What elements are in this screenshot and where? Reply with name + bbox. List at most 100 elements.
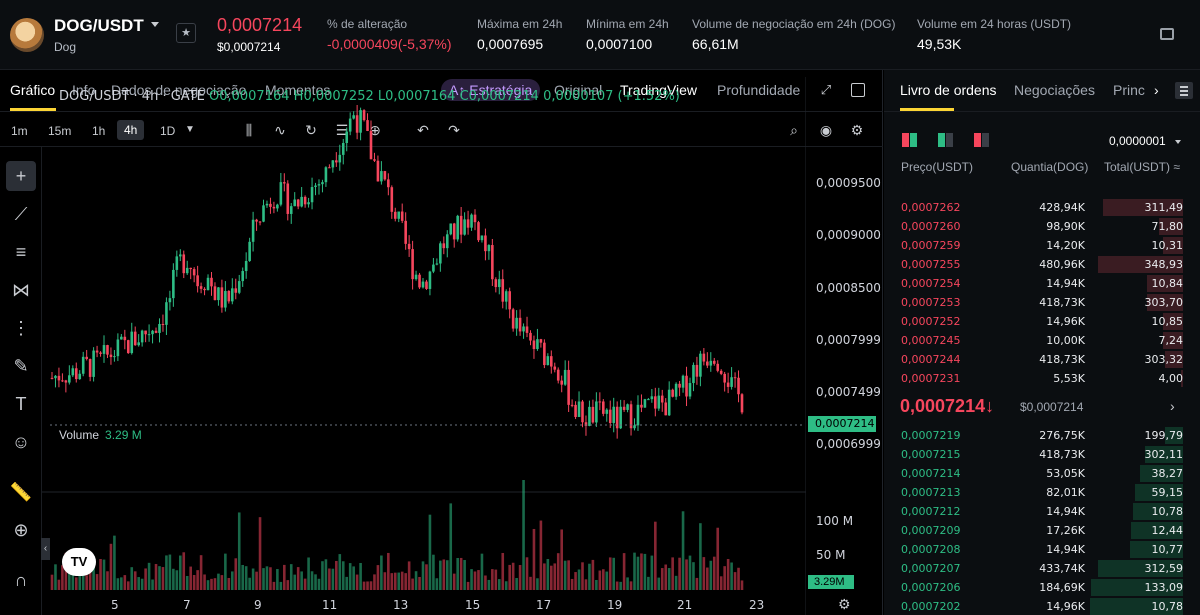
ai-strategy-button[interactable]: A↑ Estratégia xyxy=(441,79,541,101)
redo-icon[interactable]: ↷ xyxy=(448,122,460,138)
ask-row[interactable]: 0,0007260 98,90K 71,80 xyxy=(884,217,1200,236)
volume-bar xyxy=(175,570,179,590)
settings-gear-icon[interactable]: ⚙ xyxy=(850,122,864,138)
volume-bar xyxy=(723,566,726,590)
timeframe-dropdown-icon[interactable]: ▼ xyxy=(185,124,195,135)
emoji-icon[interactable]: ☺ xyxy=(11,432,31,452)
pair-selector[interactable]: DOG/USDT xyxy=(54,16,144,35)
depth-bar xyxy=(1163,237,1183,254)
ruler-icon[interactable]: 📏 xyxy=(9,482,33,502)
tab-order-book[interactable]: Livro de ordens xyxy=(900,82,997,98)
bid-row[interactable]: 0,0007207 433,74K 312,59 xyxy=(884,559,1200,578)
book-icon[interactable] xyxy=(1160,28,1174,40)
tab-momentos[interactable]: Momentos xyxy=(265,82,331,98)
volume-bar xyxy=(581,562,584,590)
ask-row[interactable]: 0,0007262 428,94K 311,49 xyxy=(884,198,1200,217)
tab-original[interactable]: Original xyxy=(554,82,603,98)
ask-row[interactable]: 0,0007259 14,20K 10,31 xyxy=(884,236,1200,255)
order-book: Livro de ordens Negociações Princ › 0,00… xyxy=(884,70,1200,615)
tab-principal[interactable]: Princ xyxy=(1113,82,1145,98)
candle-body xyxy=(335,160,338,163)
candle-body xyxy=(300,196,303,207)
volume-bar xyxy=(560,529,563,590)
favorite-star-icon[interactable]: ★ xyxy=(176,23,196,43)
crosshair-icon[interactable]: + xyxy=(6,161,36,191)
templates-icon[interactable]: ☰ xyxy=(335,122,349,138)
chevron-down-icon[interactable] xyxy=(1175,140,1181,144)
volume-bar xyxy=(588,563,591,590)
candle-body xyxy=(456,215,459,240)
ask-row[interactable]: 0,0007231 5,53K 4,00 xyxy=(884,369,1200,388)
menu-icon[interactable] xyxy=(1175,82,1193,99)
tradingview-logo[interactable]: TV xyxy=(62,548,96,576)
timeframe-1h[interactable]: 1h xyxy=(92,124,106,138)
volume-bar xyxy=(251,568,255,590)
tab-info[interactable]: Info xyxy=(72,82,96,98)
bid-row[interactable]: 0,0007208 14,94K 10,77 xyxy=(884,540,1200,559)
axis-settings-icon[interactable]: ⚙ xyxy=(838,596,851,612)
bid-row[interactable]: 0,0007215 418,73K 302,11 xyxy=(884,445,1200,464)
ask-row[interactable]: 0,0007255 480,96K 348,93 xyxy=(884,255,1200,274)
volume-bars xyxy=(50,480,744,590)
camera-icon[interactable]: ◉ xyxy=(819,122,833,138)
bid-row[interactable]: 0,0007202 14,96K 10,78 xyxy=(884,597,1200,615)
volume-bar xyxy=(355,574,359,590)
precision-select[interactable]: 0,0000001 xyxy=(1109,134,1166,148)
chevron-right-icon[interactable]: › xyxy=(1170,398,1175,414)
tab-tradingview[interactable]: TradingView xyxy=(620,82,698,98)
bid-row[interactable]: 0,0007212 14,94K 10,78 xyxy=(884,502,1200,521)
trendline-icon[interactable]: ⟋ xyxy=(14,204,28,224)
view-bids-icon[interactable] xyxy=(938,133,954,147)
expand-icon[interactable]: ⤢ xyxy=(820,82,832,97)
bid-row[interactable]: 0,0007213 82,01K 59,15 xyxy=(884,483,1200,502)
fib-icon[interactable]: ⋮ xyxy=(12,318,30,338)
volume-bar xyxy=(657,577,661,590)
indicators-icon[interactable]: ∿ xyxy=(274,122,286,138)
chevron-right-icon[interactable]: › xyxy=(1154,82,1159,98)
ohlc-change: 0,0000107 (+1.52%) xyxy=(543,89,680,104)
view-both-icon[interactable] xyxy=(902,133,918,147)
tab-trades[interactable]: Negociações xyxy=(1014,82,1095,98)
ask-row[interactable]: 0,0007245 10,00K 7,24 xyxy=(884,331,1200,350)
magnet-icon[interactable]: ∩ xyxy=(14,570,28,590)
candlestick-chart[interactable] xyxy=(42,77,806,615)
chevron-down-icon[interactable] xyxy=(151,22,159,27)
view-asks-icon[interactable] xyxy=(974,133,990,147)
ask-row[interactable]: 0,0007244 418,73K 303,32 xyxy=(884,350,1200,369)
tab-profundidade[interactable]: Profundidade xyxy=(717,82,801,98)
ask-row[interactable]: 0,0007254 14,94K 10,84 xyxy=(884,274,1200,293)
timeframe-15m[interactable]: 15m xyxy=(48,124,72,138)
depth-bar xyxy=(1181,370,1183,387)
candle-body xyxy=(643,399,647,408)
candle-body xyxy=(133,331,137,346)
timeframe-1d[interactable]: 1D xyxy=(160,124,176,138)
tab-grafico[interactable]: Gráfico xyxy=(10,82,56,98)
timeframe-4h[interactable]: 4h xyxy=(117,120,145,140)
collapse-toolbar-icon[interactable]: ‹ xyxy=(41,538,50,560)
volume-bar xyxy=(733,572,737,590)
bid-row[interactable]: 0,0007219 276,75K 199,79 xyxy=(884,426,1200,445)
bid-row[interactable]: 0,0007206 184,69K 133,09 xyxy=(884,578,1200,597)
ask-row[interactable]: 0,0007252 14,96K 10,85 xyxy=(884,312,1200,331)
bid-total: 10,78 xyxy=(1151,505,1184,518)
horizontal-lines-icon[interactable]: ≡ xyxy=(15,242,27,262)
candle-body xyxy=(532,340,536,349)
search-icon[interactable]: ⌕ xyxy=(790,122,798,138)
bid-row[interactable]: 0,0007214 53,05K 38,27 xyxy=(884,464,1200,483)
brush-icon[interactable]: ✎ xyxy=(13,356,29,376)
ask-row[interactable]: 0,0007253 418,73K 303,70 xyxy=(884,293,1200,312)
timeframe-1m[interactable]: 1m xyxy=(11,124,28,138)
volume-bar xyxy=(539,520,543,590)
bid-row[interactable]: 0,0007209 17,26K 12,44 xyxy=(884,521,1200,540)
undo-icon[interactable]: ↶ xyxy=(417,122,429,138)
tab-dados-negociacao[interactable]: Dados de negociação xyxy=(111,82,247,98)
candle-type-icon[interactable]: ⫼ xyxy=(245,122,253,138)
replay-icon[interactable]: ↻ xyxy=(305,122,317,138)
text-icon[interactable]: T xyxy=(15,394,27,414)
candle-body xyxy=(546,356,550,366)
pattern-icon[interactable]: ⋈ xyxy=(12,280,30,300)
add-icon[interactable]: ⊕ xyxy=(369,122,381,138)
price-tick: 0,0009000 xyxy=(816,228,881,242)
layout-square-icon[interactable] xyxy=(851,83,865,97)
zoom-icon[interactable]: ⊕ xyxy=(13,520,29,540)
